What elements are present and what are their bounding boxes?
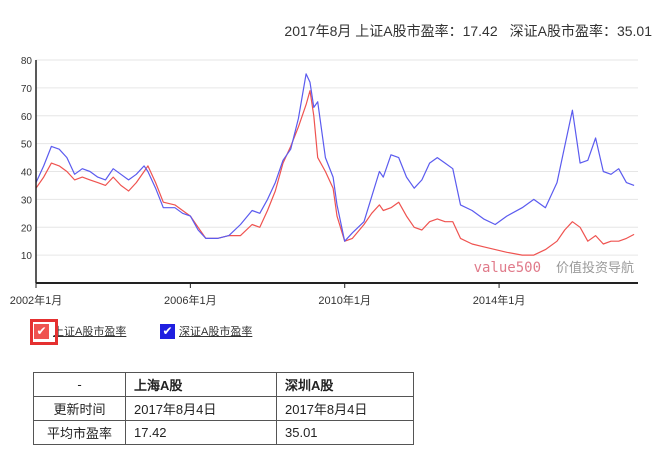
watermark-brand: value500 (474, 260, 541, 276)
table-cell: 35.01 (276, 420, 414, 445)
series-lines (35, 73, 635, 256)
y-tick-label: 20 (21, 223, 33, 234)
series-line-sz (35, 73, 635, 242)
table-header-cell: - (33, 372, 126, 397)
y-tick-label: 80 (21, 56, 33, 67)
table-row: 更新时间 2017年8月4日 2017年8月4日 (33, 396, 414, 421)
table-cell: 更新时间 (33, 396, 126, 421)
x-tick-label: 2010年1月 (318, 293, 371, 307)
legend-item-sz[interactable]: ✔ 深证A股市盈率 (160, 323, 252, 339)
watermark-text: 价值投资导航 (556, 260, 634, 276)
series-line-sh (35, 90, 635, 256)
legend-item-sh[interactable]: ✔ 上证A股市盈率 (30, 319, 127, 345)
chart-headline: 2017年8月 上证A股市盈率：17.42 深证A股市盈率：35.01 (0, 21, 652, 41)
table-cell: 17.42 (125, 420, 277, 445)
table-cell: 2017年8月4日 (125, 396, 277, 421)
table-cell: 平均市盈率 (33, 420, 126, 445)
watermark: value500 价值投资导航 (474, 260, 634, 276)
legend-label-sh[interactable]: 上证A股市盈率 (53, 326, 127, 338)
x-tick-label: 2014年1月 (473, 293, 526, 307)
y-tick-label: 40 (21, 168, 33, 179)
pe-ratio-chart: value500 价值投资导航 10 20 30 40 50 60 70 80 2002年1月 2… (10, 56, 638, 307)
y-tick-label: 50 (21, 140, 33, 151)
y-tick-label: 60 (21, 112, 33, 123)
y-tick-label: 70 (21, 84, 33, 95)
legend-label-sz[interactable]: 深证A股市盈率 (179, 326, 253, 338)
table-header-row: - 上海A股 深圳A股 (33, 372, 414, 397)
table-header-cell: 上海A股 (125, 372, 277, 397)
y-tick-label: 30 (21, 195, 33, 206)
axes: 10 20 30 40 50 60 70 80 2002年1月 2006年1月 2010年1月 201… (10, 56, 638, 307)
table-header-cell: 深圳A股 (276, 372, 414, 397)
table-row: 平均市盈率 17.42 35.01 (33, 420, 414, 445)
grid-lines (36, 59, 638, 256)
x-tick-label: 2006年1月 (164, 293, 217, 307)
x-tick-label: 2002年1月 (10, 293, 63, 307)
pe-summary-table: - 上海A股 深圳A股 更新时间 2017年8月4日 2017年8月4日 平均市… (33, 372, 414, 445)
legend-checkbox-sh[interactable]: ✔ (34, 323, 49, 339)
legend-checkbox-sz[interactable]: ✔ (160, 323, 175, 339)
headline-sh-pe: 2017年8月 上证A股市盈率：17.42 (284, 23, 498, 39)
y-tick-label: 10 (21, 251, 33, 262)
table-cell: 2017年8月4日 (276, 396, 414, 421)
headline-sz-pe: 深证A股市盈率：35.01 (509, 23, 652, 39)
